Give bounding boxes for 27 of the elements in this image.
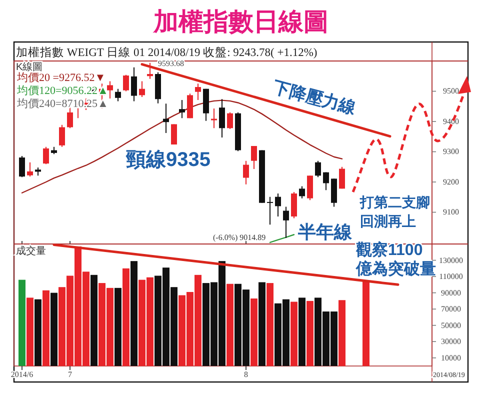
annotation: 9593.68 xyxy=(158,59,184,68)
y-tick-label: 30000 xyxy=(441,337,461,346)
chart-subtitle: 加權指數 WEIGT 日線 01 2014/08/19 收盤: 9243.78( +1.12%) xyxy=(16,46,318,59)
annotation: (-6.0%) 9014.89 xyxy=(213,233,266,242)
annotation: 頸線9335 xyxy=(125,149,210,171)
x-tick-label: 7 xyxy=(68,370,72,379)
y-tick-label: 110000 xyxy=(439,272,463,282)
text: 均價20 =9276.52▼ xyxy=(16,72,106,84)
y-tick-label: 9300 xyxy=(443,147,459,156)
annotation: K線圖 xyxy=(16,62,43,73)
x-tick-label: 8 xyxy=(244,370,248,379)
y-tick-label: 9100 xyxy=(443,208,459,217)
y-tick-label: 10000 xyxy=(441,353,461,362)
y-tick-label: 130000 xyxy=(439,256,463,265)
y-tick-label: 50000 xyxy=(441,320,461,330)
annotation: 下降壓力線 xyxy=(270,77,359,118)
y-tick-label: 70000 xyxy=(441,304,461,314)
annotation: 回測再上 xyxy=(360,213,416,229)
y-tick-label: 9200 xyxy=(443,177,459,186)
annotation: 成交量 xyxy=(16,245,46,257)
annotation: 觀察1100 xyxy=(355,240,423,259)
chart-title: 加權指數日線圖 xyxy=(152,8,328,36)
annotation: 半年線 xyxy=(297,222,353,242)
y-tick-label: 9400 xyxy=(443,116,459,126)
annotation: 打第二支腳 xyxy=(359,194,430,210)
y-tick-label: 90000 xyxy=(441,288,461,298)
y-tick-label: 9500 xyxy=(443,86,459,96)
